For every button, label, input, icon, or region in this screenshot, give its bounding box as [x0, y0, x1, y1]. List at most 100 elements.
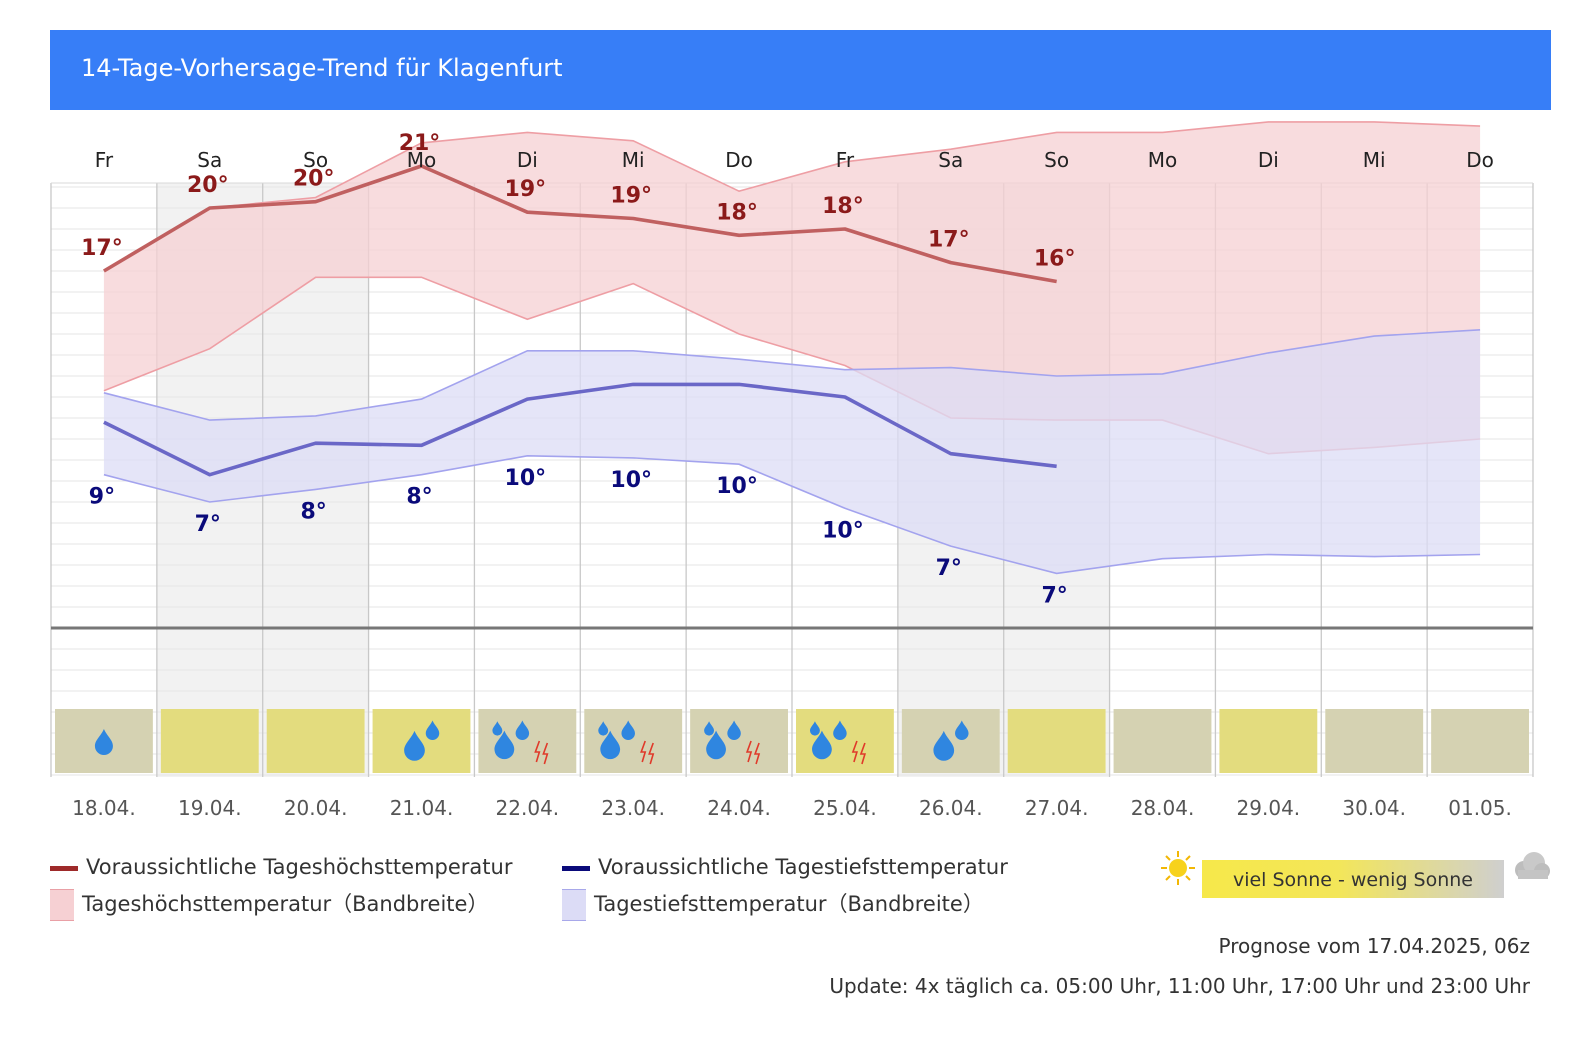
min-temp-label: 10° [505, 466, 547, 491]
sunshine-tile [372, 709, 471, 773]
weekday-label: Mi [622, 148, 645, 172]
sunshine-tile [690, 709, 788, 773]
min-temp-label: 7° [195, 512, 221, 537]
max-band-area [103, 121, 1481, 454]
rain-drop [515, 720, 530, 740]
date-label: 30.04. [1342, 796, 1406, 820]
max-temp-label: 20° [187, 173, 229, 198]
max-band-upper-edge [103, 121, 1481, 272]
weekday-label: Do [725, 148, 753, 172]
date-label: 26.04. [919, 796, 983, 820]
rain-drop [727, 720, 741, 740]
lightning-bolt [851, 740, 859, 763]
date-label: 20.04. [284, 796, 348, 820]
sunshine-tile [266, 709, 365, 773]
sunshine-tile [1219, 709, 1318, 773]
sunshine-tile [901, 709, 1000, 773]
max-temp-label: 18° [822, 194, 864, 219]
sunshine-tile [1431, 709, 1529, 773]
date-label: 18.04. [72, 796, 136, 820]
max-line-swatch [50, 865, 78, 871]
min-band-lower-edge [103, 454, 1481, 575]
min-line-swatch [562, 865, 590, 871]
rain-drop [598, 721, 609, 736]
date-label: 21.04. [390, 796, 454, 820]
weekday-label: Fr [95, 148, 114, 172]
weekday-label: Di [1258, 148, 1279, 172]
rain-drop [833, 720, 847, 740]
weekday-label: Fr [836, 148, 855, 172]
min-temp-label: 9° [89, 485, 115, 510]
rain-thunder-icon [492, 720, 549, 765]
date-label: 29.04. [1237, 796, 1301, 820]
rain-drop [494, 730, 515, 760]
date-label: 19.04. [178, 796, 242, 820]
rain-drop [955, 720, 969, 740]
weekday-label: Mi [1363, 148, 1386, 172]
rain-drop [425, 720, 440, 740]
rain-drop [492, 721, 503, 736]
min-temp-label: 8° [406, 485, 432, 510]
legend-min-line: Voraussichtliche Tagestiefsttemperatur [562, 855, 1008, 879]
lightning-bolt [648, 742, 655, 765]
weekday-label: Do [1466, 148, 1494, 172]
max-band-swatch [50, 889, 74, 921]
date-label: 25.04. [813, 796, 877, 820]
weekday-label: So [1044, 148, 1069, 172]
lightning-bolt [859, 742, 867, 765]
min-temp-label: 10° [610, 468, 652, 493]
legend-max-line-label: Voraussichtliche Tageshöchsttemperatur [86, 855, 513, 879]
sun-icon [1161, 851, 1195, 885]
max-temp-label: 17° [928, 228, 970, 253]
sunshine-tile [584, 709, 683, 773]
rain-drop [933, 730, 955, 761]
lightning-bolt [745, 740, 753, 763]
max-temp-label: 21° [399, 131, 441, 156]
chart-title: 14-Tage-Vorhersage-Trend für Klagenfurt [81, 54, 563, 82]
min-band-swatch [562, 889, 586, 921]
min-temp-label: 10° [822, 518, 864, 543]
chart-header: 14-Tage-Vorhersage-Trend für Klagenfurt [50, 30, 1551, 110]
rain-drop [600, 730, 621, 760]
weekday-label: So [303, 148, 328, 172]
rain-drop [704, 721, 715, 736]
weekday-label: Sa [197, 148, 222, 172]
legend-min-band-label: Tagestiefsttemperatur（Bandbreite） [594, 892, 984, 916]
max-temp-label: 17° [81, 236, 123, 261]
sunshine-tile [478, 709, 577, 773]
sunshine-tile [1113, 709, 1212, 773]
lightning-bolt [753, 742, 761, 765]
min-band-upper-edge [103, 329, 1481, 421]
date-label: 28.04. [1131, 796, 1195, 820]
legend-max-line: Voraussichtliche Tageshöchsttemperatur [50, 855, 512, 879]
sun-legend: viel Sonne - wenig Sonne [1160, 850, 1560, 902]
date-label: 24.04. [707, 796, 771, 820]
date-label: 23.04. [601, 796, 665, 820]
min-temp-label: 8° [300, 499, 326, 524]
update-info: Update: 4x täglich ca. 05:00 Uhr, 11:00 … [829, 974, 1530, 998]
lightning-bolt [534, 740, 541, 763]
date-label: 27.04. [1025, 796, 1089, 820]
weekday-label: Di [517, 148, 538, 172]
max-temp-label: 19° [610, 184, 652, 209]
rain-thunder-icon [704, 720, 761, 765]
rain-drop [404, 730, 425, 761]
max-temp-label: 19° [505, 177, 547, 202]
sun-scale-bar: viel Sonne - wenig Sonne [1202, 860, 1504, 898]
sunshine-tile [1007, 709, 1106, 773]
date-label: 22.04. [496, 796, 560, 820]
rain-icon [404, 720, 440, 761]
weekday-label: Mo [1148, 148, 1178, 172]
legend-max-band-label: Tageshöchsttemperatur（Bandbreite） [82, 892, 489, 916]
legend-min-line-label: Voraussichtliche Tagestiefsttemperatur [598, 855, 1008, 879]
rain-icon [933, 720, 969, 761]
rain-drop [812, 730, 832, 760]
sunshine-tile [160, 709, 259, 773]
min-band-area [103, 329, 1481, 574]
legend-max-band: Tageshöchsttemperatur（Bandbreite） [50, 888, 488, 921]
legend-min-band: Tagestiefsttemperatur（Bandbreite） [562, 888, 984, 921]
lightning-bolt [640, 740, 647, 763]
rain-light-icon [94, 729, 113, 756]
weekday-label: Mo [407, 148, 437, 172]
